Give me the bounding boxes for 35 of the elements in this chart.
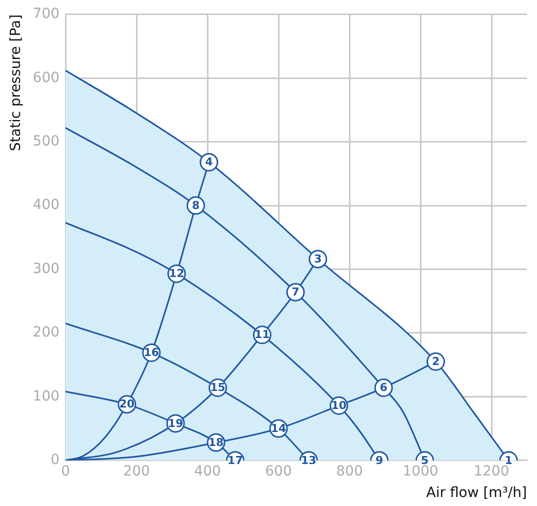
x-tick-label: 0 bbox=[61, 463, 70, 480]
annotation: 9 bbox=[376, 454, 384, 467]
x-tick-label: 1000 bbox=[402, 463, 438, 480]
y-tick-label: 600 bbox=[32, 70, 60, 86]
y-tick-label: 0 bbox=[50, 452, 60, 468]
annotation: 13 bbox=[301, 454, 316, 467]
annotation: 17 bbox=[228, 454, 243, 467]
annotation: 6 bbox=[380, 381, 388, 394]
x-tick-label: 600 bbox=[265, 463, 292, 480]
y-tick-label: 700 bbox=[32, 6, 60, 22]
x-tick-label: 400 bbox=[194, 463, 221, 480]
annotation: 7 bbox=[292, 286, 300, 299]
annotation: 15 bbox=[210, 381, 226, 394]
y-tick-label: 500 bbox=[32, 133, 60, 150]
x-tick-label: 200 bbox=[123, 463, 150, 480]
x-axis-title: Air flow [m³/h] bbox=[426, 485, 527, 502]
annotation: 20 bbox=[119, 398, 135, 411]
annotation: 12 bbox=[168, 267, 184, 280]
annotation: 18 bbox=[208, 436, 224, 449]
annotation: 19 bbox=[168, 416, 184, 430]
x-tick-label: 1200 bbox=[474, 463, 510, 480]
x-tick-label: 800 bbox=[336, 463, 363, 480]
annotation: 2 bbox=[432, 355, 440, 368]
y-tick-label: 300 bbox=[32, 260, 60, 277]
y-tick-label: 100 bbox=[32, 388, 60, 404]
annotation: 10 bbox=[331, 398, 347, 412]
annotation: 11 bbox=[254, 328, 270, 342]
y-tick-label: 400 bbox=[32, 197, 60, 214]
annotation: 14 bbox=[270, 422, 287, 435]
annotation: 16 bbox=[144, 346, 160, 360]
y-axis-title: Static pressure [Pa] bbox=[8, 14, 24, 152]
annotation: 8 bbox=[192, 198, 200, 212]
y-tick-label: 200 bbox=[32, 324, 60, 341]
annotation: 4 bbox=[205, 156, 214, 169]
annotation: 3 bbox=[314, 252, 322, 266]
